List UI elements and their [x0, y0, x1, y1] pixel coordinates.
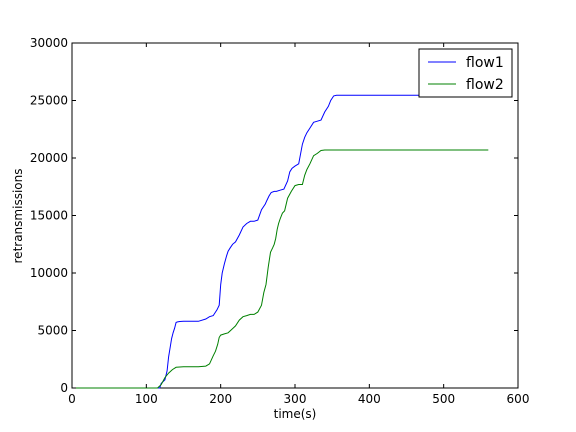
x-tick-label: 300: [284, 392, 307, 406]
series-line-flow2: [72, 149, 489, 389]
y-tick-label: 5000: [37, 324, 68, 338]
legend: flow1 flow2: [418, 48, 513, 98]
y-axis-label: retransmissions: [11, 169, 25, 264]
series-line-flow1: [72, 94, 489, 389]
y-tick-label: 20000: [30, 151, 68, 165]
x-axis-label: time(s): [274, 407, 317, 421]
x-tick-label: 600: [507, 392, 530, 406]
x-tick-label: 400: [358, 392, 381, 406]
ticks-group: 0 100 200 300 400 500 600 0 5000 10000 15000 20000 2…: [30, 36, 530, 406]
x-tick-label: 0: [68, 392, 76, 406]
series-group: [72, 94, 489, 389]
x-tick-label: 100: [135, 392, 158, 406]
legend-label-flow1: flow1: [466, 55, 504, 71]
y-tick-label: 30000: [30, 36, 68, 50]
y-tick-label: 15000: [30, 209, 68, 223]
x-tick-label: 500: [432, 392, 455, 406]
y-tick-label: 0: [60, 381, 68, 395]
legend-label-flow2: flow2: [466, 77, 504, 93]
y-tick-label: 25000: [30, 94, 68, 108]
y-tick-label: 10000: [30, 266, 68, 280]
plot-area-frame: [71, 42, 519, 389]
x-tick-label: 200: [209, 392, 232, 406]
legend-box: [418, 48, 513, 98]
